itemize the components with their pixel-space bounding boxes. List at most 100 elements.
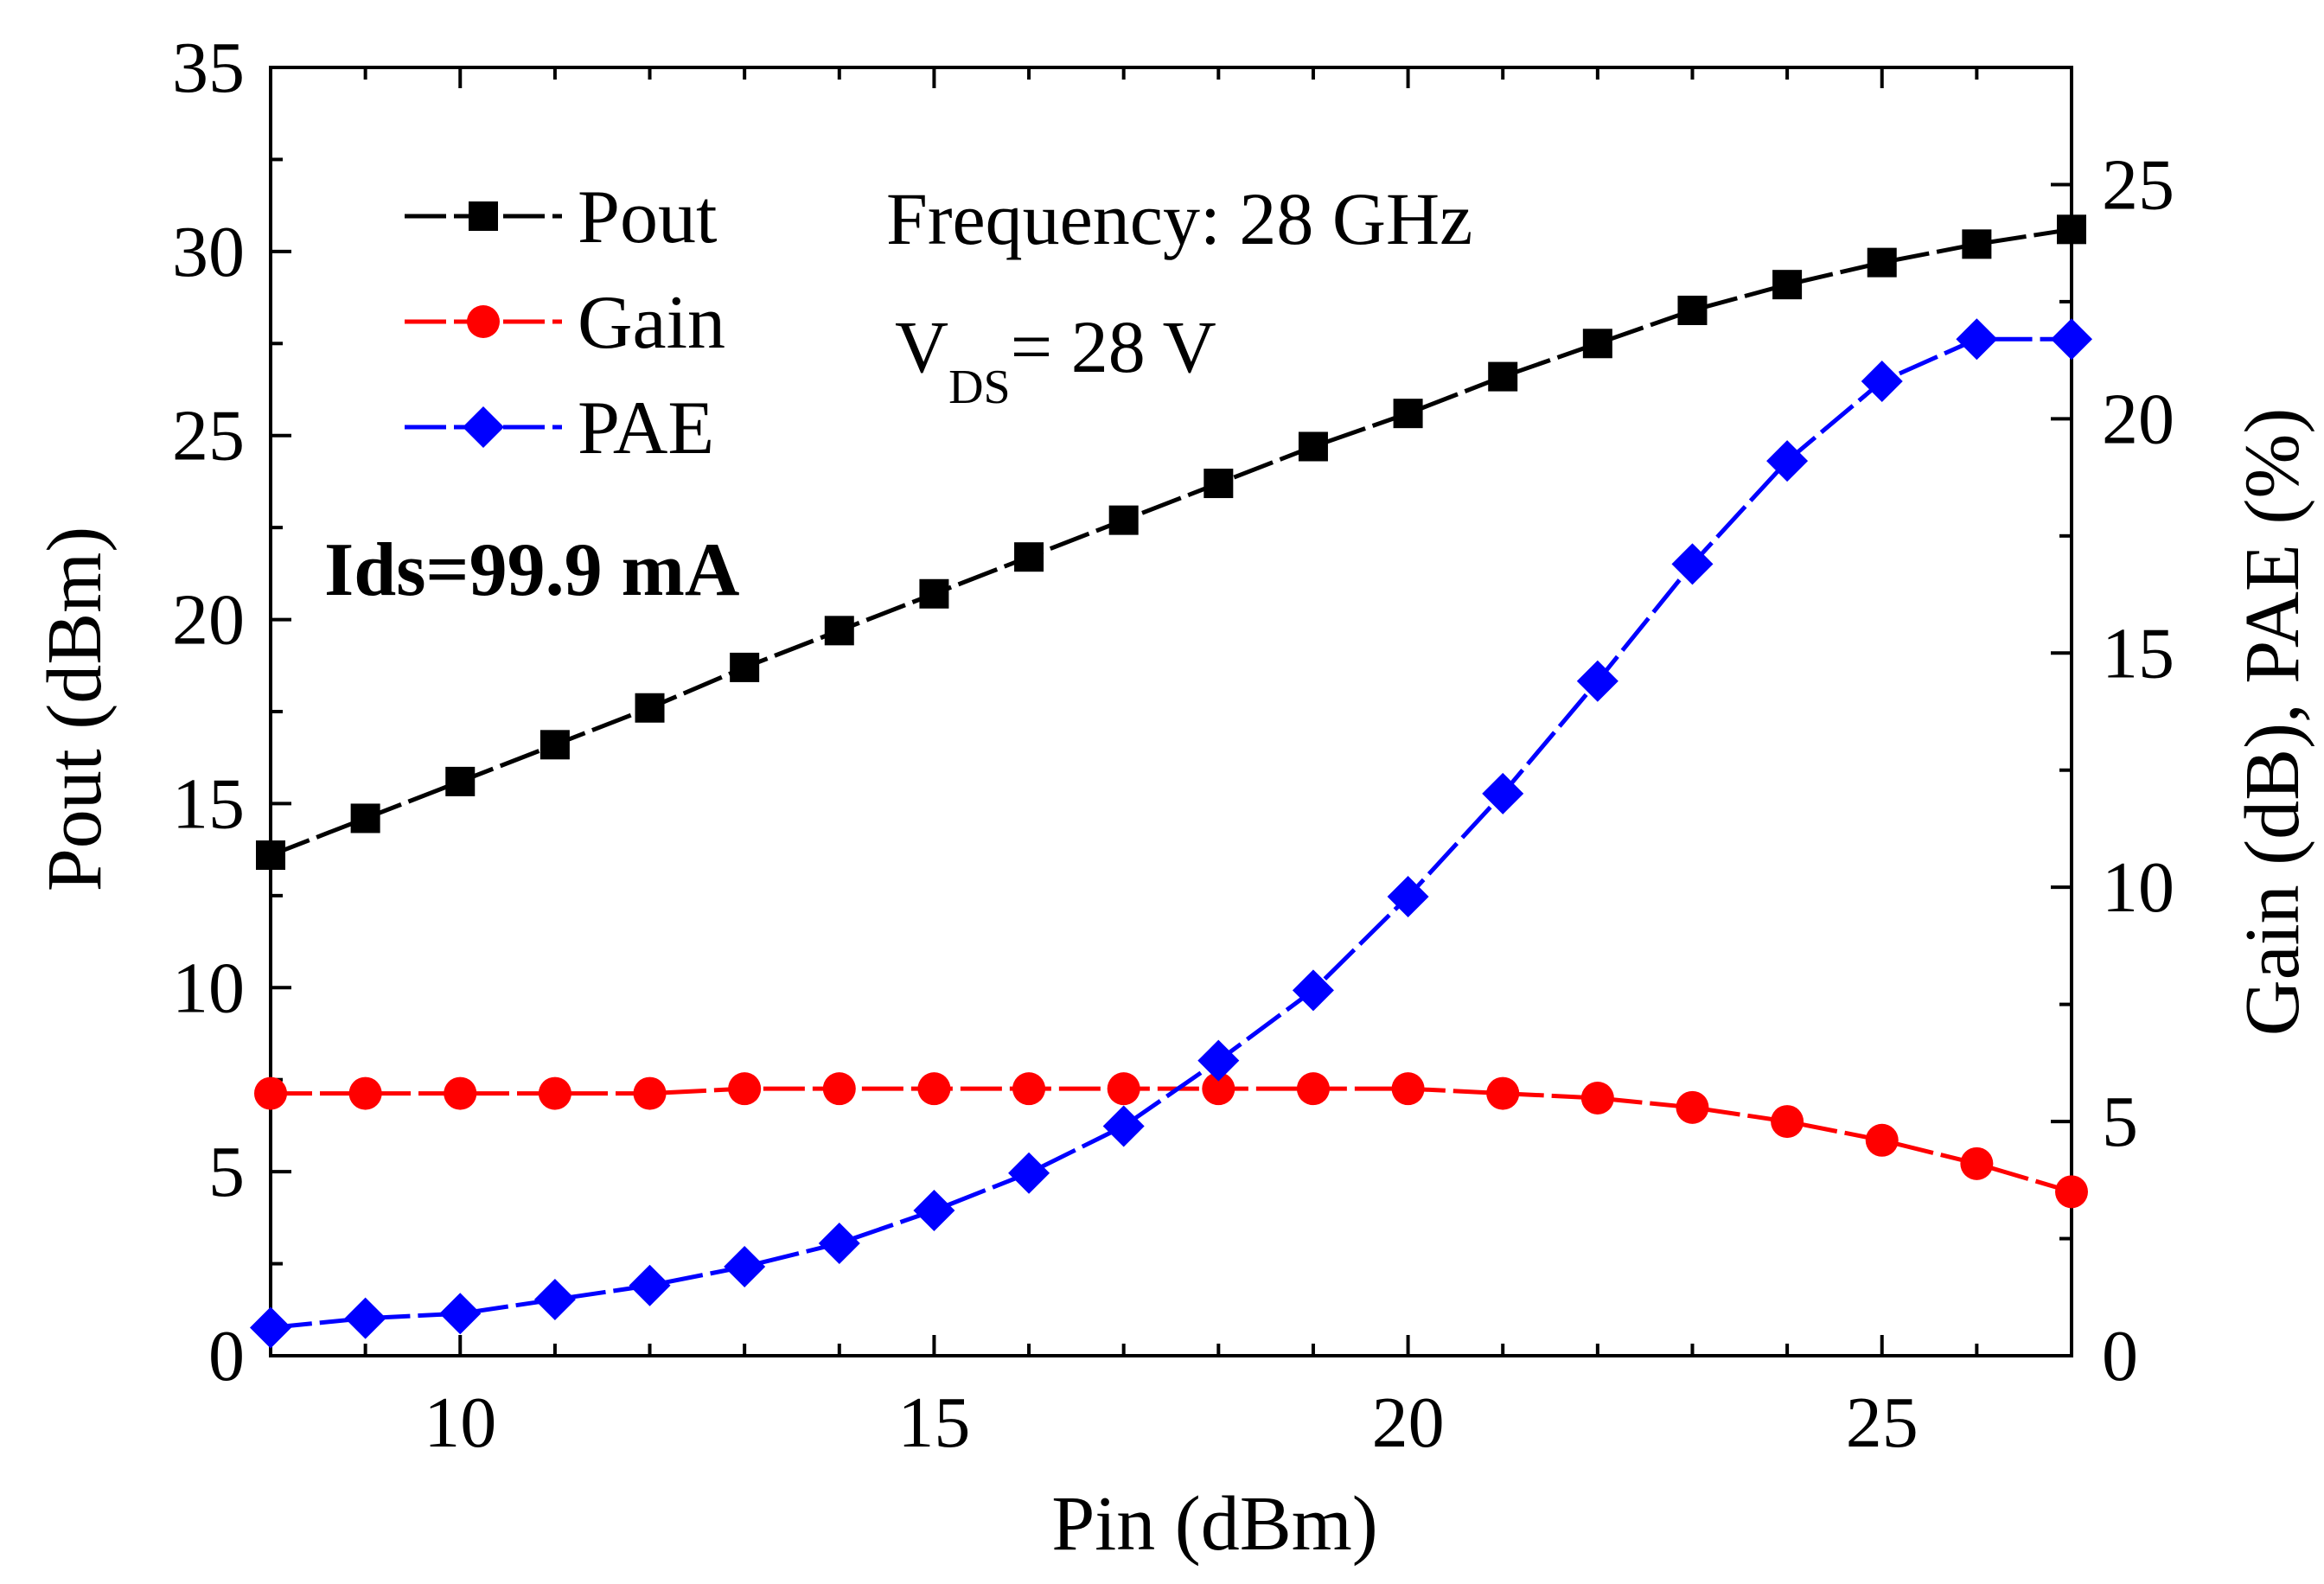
legend: Pout Gain PAE [405, 176, 725, 470]
x-tick-label: 20 [1372, 1383, 1445, 1463]
x-tick-label: 15 [897, 1383, 970, 1463]
data-point-pae [1197, 1039, 1240, 1082]
series-line-gain [271, 1086, 2072, 1194]
data-point-pae [2051, 318, 2092, 361]
data-point-pout [1298, 431, 1328, 462]
axis-ticks: 10 15 20 25 0 5 10 15 20 25 30 35 0 5 10 15 20 25 [172, 28, 2174, 1463]
legend-label: PAE [578, 386, 714, 470]
data-point-gain [2055, 1175, 2088, 1209]
plot-frame [269, 66, 2073, 1357]
data-point-pae [1387, 876, 1429, 918]
annotation-vds: VDS= 28 V [895, 305, 1216, 414]
x-tick-label: 25 [1846, 1383, 1919, 1463]
data-point-gain [1486, 1076, 1520, 1110]
legend-marker [463, 406, 504, 448]
data-point-pae [913, 1190, 955, 1232]
data-point-pae [1482, 772, 1524, 814]
data-point-gain [1580, 1082, 1614, 1115]
data-point-pae [533, 1278, 576, 1320]
series-line-pout [270, 227, 2072, 858]
data-point-pout [1108, 505, 1139, 535]
data-point-pae [439, 1293, 482, 1335]
y-tick-label: 25 [172, 396, 245, 476]
data-point-pae [250, 1306, 291, 1349]
y-axis-title: Pout (dBm) [32, 527, 118, 892]
data-point-gain [1296, 1072, 1330, 1106]
data-point-pae [344, 1297, 386, 1339]
y-tick-label: 5 [208, 1132, 245, 1212]
data-point-pae [1008, 1152, 1050, 1194]
annotation-vds-value: = 28 V [1011, 305, 1216, 388]
y2-tick-label: 15 [2102, 613, 2174, 693]
legend-label: Pout [578, 176, 717, 259]
data-point-pout [1014, 542, 1044, 572]
x-axis-title: Pin (dBm) [1051, 1481, 1378, 1567]
series-pout [256, 214, 2086, 871]
data-point-pae [629, 1264, 671, 1306]
data-point-pout [1393, 399, 1423, 429]
data-point-gain [917, 1072, 951, 1106]
data-point-pae [818, 1222, 860, 1264]
series-gain [254, 1072, 2088, 1209]
data-point-pout [256, 840, 285, 871]
data-point-gain [1107, 1072, 1140, 1106]
data-point-pae [1292, 969, 1334, 1012]
data-point-gain [1202, 1072, 1235, 1106]
data-point-gain [444, 1076, 477, 1110]
y-tick-label: 20 [172, 580, 245, 661]
annotation-vds-main: V [895, 305, 948, 388]
legend-entry-pae: PAE [405, 386, 714, 470]
series-line-pae [270, 336, 2072, 1330]
data-point-pout [1488, 361, 1518, 392]
legend-marker [469, 201, 498, 231]
y2-tick-label: 20 [2102, 379, 2174, 459]
data-point-gain [1391, 1072, 1425, 1106]
data-point-pout [350, 803, 380, 834]
data-point-pout [730, 652, 760, 682]
data-point-pae [1576, 660, 1618, 702]
data-point-gain [1865, 1123, 1899, 1157]
data-point-gain [728, 1072, 762, 1106]
annotation-frequency: Frequency: 28 GHz [886, 177, 1472, 260]
legend-entry-gain: Gain [405, 281, 725, 365]
data-point-pae [1861, 361, 1903, 403]
axes-frame [269, 66, 2073, 1357]
legend-entry-pout: Pout [405, 176, 717, 259]
y-tick-label: 35 [172, 28, 245, 108]
data-point-pout [919, 578, 949, 609]
y-tick-label: 10 [172, 948, 245, 1028]
data-point-pae [1102, 1105, 1145, 1147]
y2-tick-label: 0 [2102, 1316, 2138, 1396]
data-point-gain [633, 1076, 667, 1110]
data-point-pout [1772, 270, 1803, 300]
data-point-gain [538, 1076, 571, 1110]
data-point-pout [1582, 329, 1612, 359]
legend-marker [467, 305, 500, 338]
data-point-pae [724, 1246, 766, 1288]
data-point-pout [635, 693, 665, 723]
series [250, 214, 2092, 1349]
data-point-gain [348, 1076, 382, 1110]
y2-tick-label: 5 [2102, 1082, 2138, 1162]
data-point-gain [254, 1076, 287, 1110]
data-point-pout [445, 766, 476, 796]
legend-label: Gain [578, 281, 725, 365]
y2-tick-label: 25 [2102, 144, 2174, 225]
data-point-pout [540, 730, 570, 760]
data-point-pout [824, 616, 854, 646]
data-point-pae [1956, 318, 1998, 361]
data-point-gain [822, 1072, 856, 1106]
data-point-pout [1204, 469, 1234, 499]
data-point-gain [1012, 1072, 1046, 1106]
x-tick-label: 10 [424, 1383, 496, 1463]
data-point-gain [1771, 1105, 1804, 1139]
data-point-gain [1960, 1146, 1994, 1180]
data-point-pout [1867, 247, 1897, 278]
y-tick-label: 30 [172, 212, 245, 292]
annotation-ids: Ids=99.9 mA [324, 528, 739, 612]
y2-tick-label: 10 [2102, 847, 2174, 928]
data-point-gain [1676, 1090, 1709, 1124]
y2-axis-title: Gain (dB), PAE (%) [2230, 408, 2315, 1037]
series-pae [250, 318, 2092, 1349]
